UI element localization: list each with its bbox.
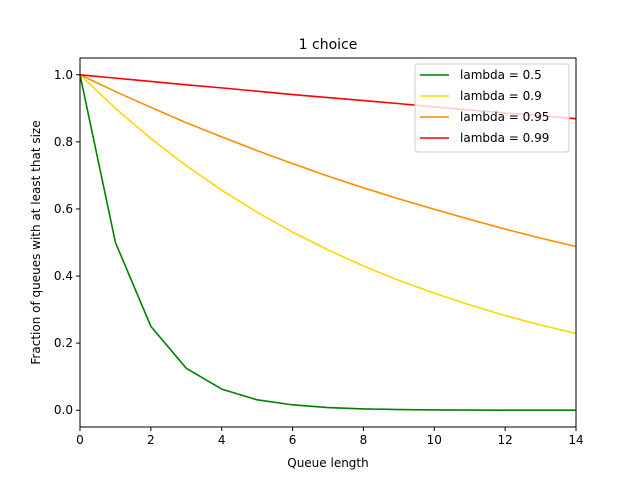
x-tick-label: 14 [568,433,583,447]
plot-frame [79,57,577,428]
series-line-2 [79,74,577,335]
x-tick-label: 10 [427,433,442,447]
series-line-1 [79,74,576,411]
x-axis-ticks: 0 2 4 6 8 10 12 14 [76,427,584,447]
y-tick-label: 0.0 [54,403,73,417]
y-tick-label: 0.2 [54,336,73,350]
legend-label-1: lambda = 0.5 [460,68,542,82]
x-tick-label: 4 [218,433,226,447]
y-axis-ticks: 0.0 0.2 0.4 0.6 0.8 1.0 [54,68,80,417]
legend-label-3: lambda = 0.95 [460,110,549,124]
series-line-3 [79,74,577,248]
legend-label-2: lambda = 0.9 [460,89,542,103]
chart-title: 1 choice [299,37,358,53]
legend-box [414,63,570,153]
x-axis-label: Queue length [287,456,369,470]
x-tick-label: 6 [289,433,297,447]
x-tick-label: 8 [360,433,368,447]
y-tick-label: 0.6 [54,202,73,216]
y-tick-label: 0.8 [54,135,73,149]
y-tick-label: 0.4 [54,269,73,283]
x-tick-label: 12 [498,433,513,447]
x-tick-label: 0 [76,433,84,447]
y-tick-label: 1.0 [54,68,73,82]
legend-label-4: lambda = 0.99 [460,131,549,145]
y-axis-label: Fraction of queues with at least that si… [29,120,43,364]
x-tick-label: 2 [147,433,155,447]
legend: lambda = 0.5 lambda = 0.9 lambda = 0.95 lam… [414,63,570,153]
